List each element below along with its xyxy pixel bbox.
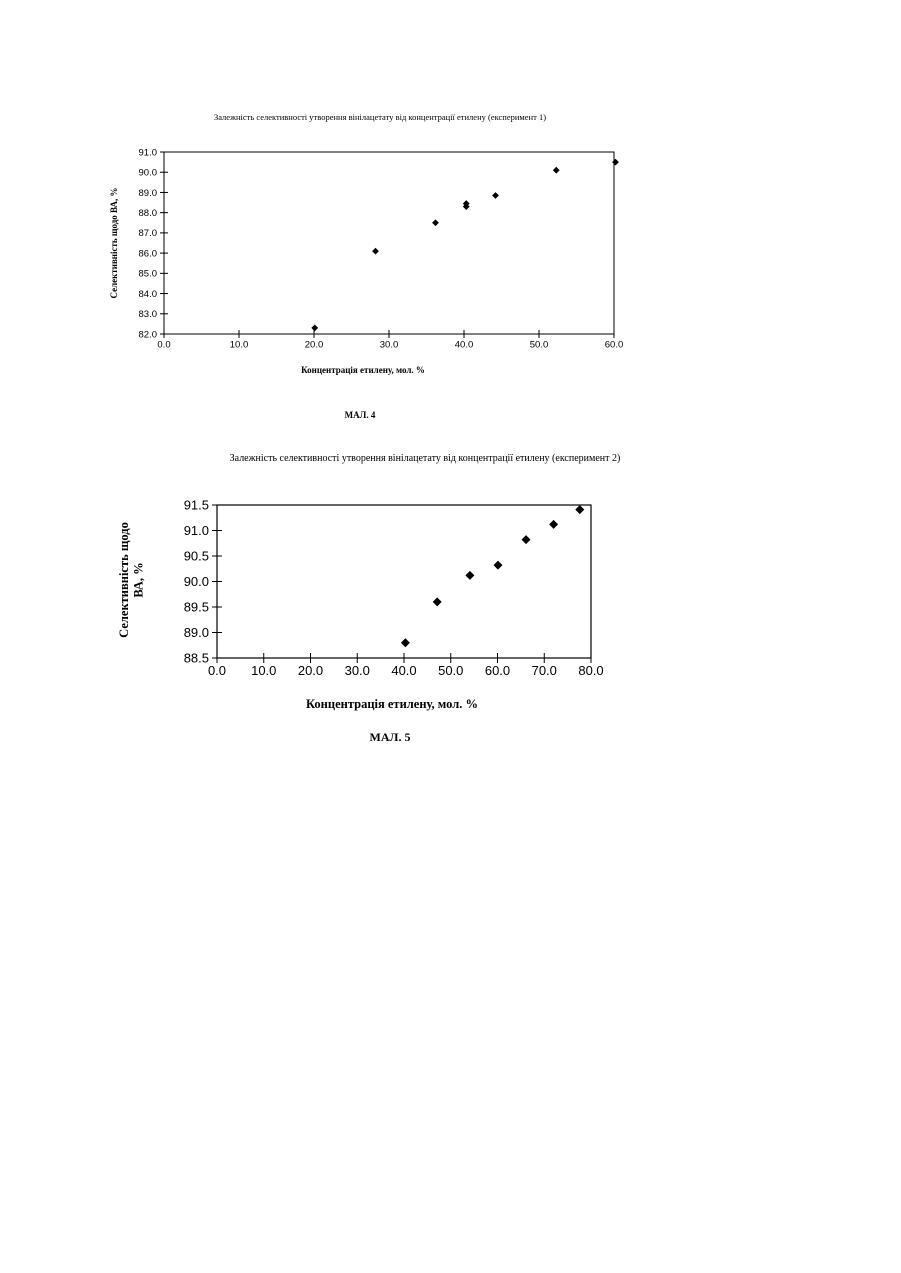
data-point <box>553 167 560 174</box>
scatter-chart-1: 0.0 10.0 20.0 30.0 40.0 50.0 60.0 82.0 83.0 84.0 8… <box>0 105 901 430</box>
y-tick-label: 82.0 <box>139 329 158 340</box>
x-axis-label: Концентрація етилену, мол. % <box>301 365 425 375</box>
y-tick-label: 84.0 <box>139 289 158 300</box>
x-tick-label: 60.0 <box>485 663 510 678</box>
x-tick-label: 0.0 <box>208 663 226 678</box>
y-tick-label: 85.0 <box>139 269 158 280</box>
x-tick-label: 50.0 <box>438 663 463 678</box>
data-point <box>612 159 619 166</box>
y-tick-label: 91.0 <box>184 523 209 538</box>
y-tick-label: 89.0 <box>184 625 209 640</box>
figure-caption: МАЛ. 5 <box>30 730 750 745</box>
data-point <box>433 597 442 606</box>
x-tick-label: 70.0 <box>532 663 557 678</box>
x-tick-label: 10.0 <box>251 663 276 678</box>
y-axis-label: Селективність щодо ВА, % <box>109 188 119 299</box>
y-tick-label: 90.0 <box>184 574 209 589</box>
x-axis-label: Концентрація етилену, мол. % <box>306 697 478 711</box>
data-point <box>432 219 439 226</box>
figure-caption: МАЛ. 4 <box>0 410 720 420</box>
y-tick-label: 88.5 <box>184 651 209 666</box>
y-tick-label: 83.0 <box>139 309 158 320</box>
y-tick-label: 88.0 <box>139 208 158 219</box>
scatter-chart-2: 0.0 10.0 20.0 30.0 40.0 50.0 60.0 70.0 80.0 88.5 8… <box>0 445 901 755</box>
y-tick-label: 89.0 <box>139 188 158 199</box>
figure-4: Залежність селективності утворення вініл… <box>0 105 901 430</box>
data-point <box>549 520 558 529</box>
y-tick-label: 91.5 <box>184 498 209 513</box>
x-tick-label: 30.0 <box>380 340 399 351</box>
data-point <box>493 561 502 570</box>
x-tick-label: 40.0 <box>391 663 416 678</box>
figure-5: Залежність селективності утворення вініл… <box>0 445 901 755</box>
data-point <box>372 248 379 255</box>
x-tick-label: 0.0 <box>157 340 170 351</box>
data-point <box>492 192 499 199</box>
x-tick-label: 10.0 <box>230 340 249 351</box>
plot-frame <box>217 505 591 658</box>
y-tick-label: 91.0 <box>139 147 158 158</box>
data-point <box>401 638 410 647</box>
x-tick-label: 50.0 <box>530 340 549 351</box>
y-tick-label: 86.0 <box>139 248 158 259</box>
y-tick-label: 90.0 <box>139 168 158 179</box>
x-tick-label: 60.0 <box>605 340 624 351</box>
x-tick-label: 20.0 <box>298 663 323 678</box>
y-axis-label-line1: Селективність щодо <box>117 522 131 638</box>
plot-frame <box>164 152 614 334</box>
y-tick-label: 87.0 <box>139 228 158 239</box>
data-point <box>575 505 584 514</box>
y-tick-label: 90.5 <box>184 549 209 564</box>
data-point <box>311 325 318 332</box>
y-tick-label: 89.5 <box>184 600 209 615</box>
x-tick-label: 80.0 <box>578 663 603 678</box>
y-axis-label-line2: ВА, % <box>132 562 146 597</box>
data-point <box>522 535 531 544</box>
x-tick-label: 20.0 <box>305 340 324 351</box>
data-point <box>465 571 474 580</box>
x-tick-label: 40.0 <box>455 340 474 351</box>
x-tick-label: 30.0 <box>345 663 370 678</box>
